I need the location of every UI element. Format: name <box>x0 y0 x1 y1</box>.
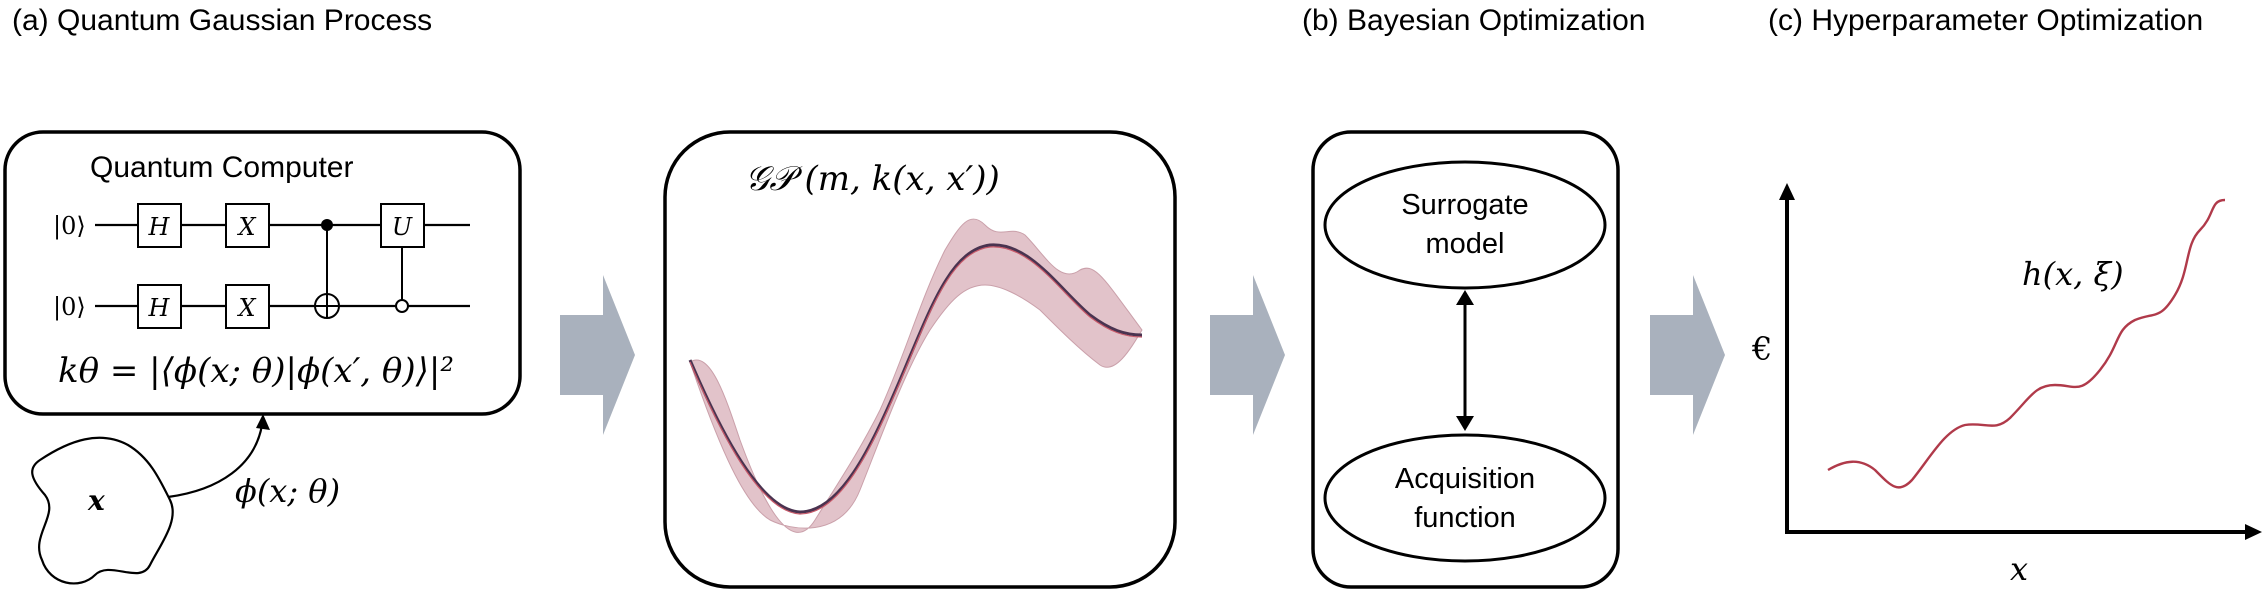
flow-arrow-3 <box>1650 275 1725 435</box>
u-gate <box>380 203 425 248</box>
objective-curve <box>1827 198 2226 489</box>
flow-arrow-2 <box>1210 275 1285 435</box>
flow-arrow-1 <box>560 275 635 435</box>
acquisition-line2: function <box>1414 502 1516 534</box>
h-gate-2 <box>137 284 182 329</box>
x-gate-1-label: X <box>236 213 256 241</box>
surrogate-line2: model <box>1426 228 1505 260</box>
cnot-control-dot <box>321 219 333 231</box>
quantum-computer-label: Quantum Computer <box>90 151 353 184</box>
input-data-blob <box>31 436 174 585</box>
bidirectional-arrow-bottom <box>1456 416 1474 431</box>
gp-formula: 𝒢𝒫 (m, k(x, x′)) <box>745 159 1000 199</box>
x-gate-2 <box>225 284 270 329</box>
u-gate-label: U <box>392 213 413 241</box>
feature-map-arrowhead <box>256 414 270 430</box>
x-axis-label: x <box>2010 550 2028 588</box>
panel-a-title: (a) Quantum Gaussian Process <box>12 4 432 37</box>
gp-confidence-band <box>689 218 1143 533</box>
h-gate-1 <box>137 203 182 248</box>
h-gate-2-label: H <box>148 294 171 322</box>
surrogate-model-node <box>1323 160 1607 290</box>
objective-function-label: h(x, ξ) <box>2022 255 2124 293</box>
gp-mean-highlight <box>689 246 1143 515</box>
acquisition-function-node <box>1323 433 1607 563</box>
kernel-formula: kθ = |⟨ϕ(x; θ)|ϕ(x′, θ)⟩|² <box>58 351 454 391</box>
x-axis-arrowhead <box>2245 524 2262 540</box>
x-gate-2-label: X <box>236 294 256 322</box>
y-axis-label: € <box>1751 330 1772 368</box>
surrogate-line1: Surrogate <box>1401 189 1528 221</box>
acquisition-line1: Acquisition <box>1395 463 1535 495</box>
feature-map-label: ϕ(x; θ) <box>235 472 340 510</box>
x-gate-1 <box>225 203 270 248</box>
quantum-computer-box <box>3 130 522 416</box>
y-axis-arrowhead <box>1779 183 1795 200</box>
panel-c-title: (c) Hyperparameter Optimization <box>1768 4 2203 37</box>
feature-map-arrow <box>167 424 264 499</box>
gp-mean-curve <box>688 243 1143 514</box>
bo-box <box>1311 130 1620 589</box>
gp-box <box>663 130 1177 589</box>
h-gate-1-label: H <box>148 213 171 241</box>
qubit-label-2: |0⟩ <box>53 293 86 322</box>
bidirectional-arrow-top <box>1456 290 1474 305</box>
input-data-label: x <box>87 484 105 517</box>
qubit-label-1: |0⟩ <box>53 212 86 241</box>
u-control-open-dot <box>395 299 409 313</box>
panel-b-title: (b) Bayesian Optimization <box>1302 4 1645 37</box>
